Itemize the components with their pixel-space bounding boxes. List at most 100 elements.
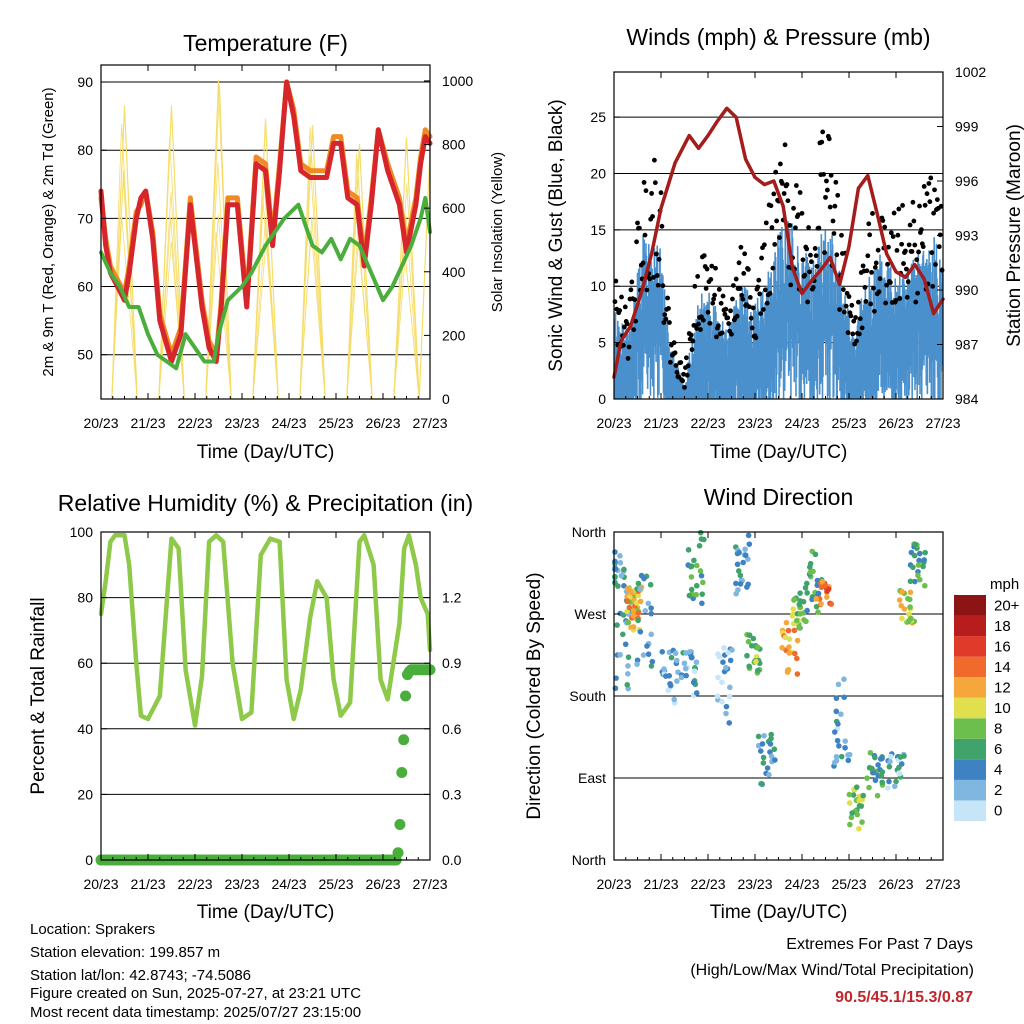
- gust-point: [863, 299, 869, 304]
- direction-point: [850, 792, 857, 798]
- x-tick-label: 26/23: [365, 415, 400, 431]
- direction-point: [784, 669, 791, 675]
- direction-point: [793, 617, 800, 624]
- direction-point: [885, 785, 891, 791]
- direction-point: [782, 634, 789, 641]
- gust-point: [767, 291, 773, 296]
- x-tick-label: 25/23: [831, 415, 866, 431]
- direction-point: [635, 580, 642, 587]
- direction-point: [785, 627, 792, 634]
- gust-point: [814, 263, 820, 269]
- direction-point: [729, 647, 735, 653]
- gust-point: [703, 286, 709, 291]
- y2-tick-label: 800: [442, 137, 466, 153]
- direction-point: [671, 696, 678, 703]
- colorbar-swatch: [954, 656, 986, 678]
- direction-point: [804, 590, 810, 596]
- gust-point: [756, 277, 762, 283]
- temp-2m-line: [98, 79, 433, 364]
- gust-point: [800, 257, 806, 263]
- gust-point: [768, 203, 774, 209]
- gust-point: [880, 218, 886, 223]
- gust-point: [647, 276, 653, 282]
- direction-point: [838, 753, 845, 760]
- direction-point: [624, 682, 631, 688]
- y2-tick-label: 200: [442, 327, 466, 343]
- gust-point: [812, 246, 818, 251]
- direction-point: [648, 610, 655, 617]
- gust-point: [653, 251, 659, 257]
- direction-point: [841, 694, 847, 701]
- direction-point: [848, 814, 855, 821]
- direction-point: [675, 669, 681, 675]
- gust-point: [787, 223, 793, 228]
- gust-point: [877, 276, 883, 282]
- y2-tick-label: 1.2: [442, 590, 462, 606]
- direction-point: [872, 754, 878, 761]
- gust-point: [671, 340, 677, 346]
- direction-point: [648, 631, 655, 638]
- direction-point: [736, 549, 742, 556]
- gust-point: [700, 317, 706, 323]
- direction-point: [693, 690, 700, 696]
- colorbar-level: 16: [994, 638, 1011, 655]
- direction-point: [617, 559, 624, 566]
- direction-point: [760, 760, 767, 766]
- insolation-line: [158, 137, 185, 400]
- gust-point: [914, 257, 920, 263]
- direction-point: [693, 659, 700, 666]
- gust-point: [719, 330, 725, 336]
- direction-point: [896, 597, 903, 603]
- gust-point: [912, 242, 918, 248]
- x-tick-label: 24/23: [784, 415, 819, 431]
- gust-point: [652, 180, 658, 186]
- chart-title: Relative Humidity (%) & Precipitation (i…: [58, 490, 473, 516]
- gust-point: [725, 315, 731, 321]
- gust-point: [740, 296, 746, 302]
- gust-point: [771, 191, 777, 197]
- gust-point: [834, 252, 840, 258]
- gust-point: [910, 199, 916, 205]
- direction-point: [682, 665, 689, 672]
- y2-tick-label: 0.0: [442, 852, 462, 868]
- direction-point: [748, 643, 755, 649]
- x-tick-label: 24/23: [271, 415, 306, 431]
- gust-point: [746, 266, 751, 272]
- direction-point: [637, 586, 643, 592]
- y-tick-label: 60: [77, 655, 93, 671]
- direction-point: [908, 615, 914, 622]
- gust-point: [698, 327, 703, 332]
- direction-point: [690, 679, 697, 686]
- gust-point: [762, 287, 768, 293]
- insolation-line: [299, 216, 326, 400]
- gust-point: [655, 282, 661, 288]
- direction-point: [750, 635, 757, 642]
- gust-point: [927, 199, 933, 205]
- direction-point: [661, 666, 667, 672]
- gust-point: [896, 206, 902, 212]
- figure-created: Figure created on Sun, 2025-07-27, at 23…: [30, 985, 362, 1002]
- chart-title: Wind Direction: [704, 484, 854, 510]
- gust-point: [634, 239, 639, 245]
- x-tick-label: 21/23: [130, 876, 165, 892]
- gust-point: [685, 363, 691, 369]
- direction-point: [686, 592, 693, 599]
- direction-point: [714, 693, 721, 699]
- gust-point: [619, 294, 624, 300]
- direction-point: [723, 710, 729, 717]
- direction-point: [899, 615, 905, 622]
- direction-point: [812, 551, 819, 558]
- chart-title: Winds (mph) & Pressure (mb): [626, 24, 930, 50]
- y-tick-label: 5: [598, 335, 606, 351]
- direction-point: [635, 592, 641, 599]
- gust-point: [932, 187, 937, 193]
- direction-point: [720, 659, 726, 665]
- direction-point: [693, 591, 699, 598]
- direction-point: [737, 572, 744, 579]
- direction-point: [809, 596, 815, 603]
- gust-point: [931, 210, 936, 216]
- gust-point: [612, 299, 618, 305]
- colorbar-swatch: [954, 697, 986, 719]
- gust-point: [728, 308, 733, 314]
- direction-point: [906, 596, 913, 603]
